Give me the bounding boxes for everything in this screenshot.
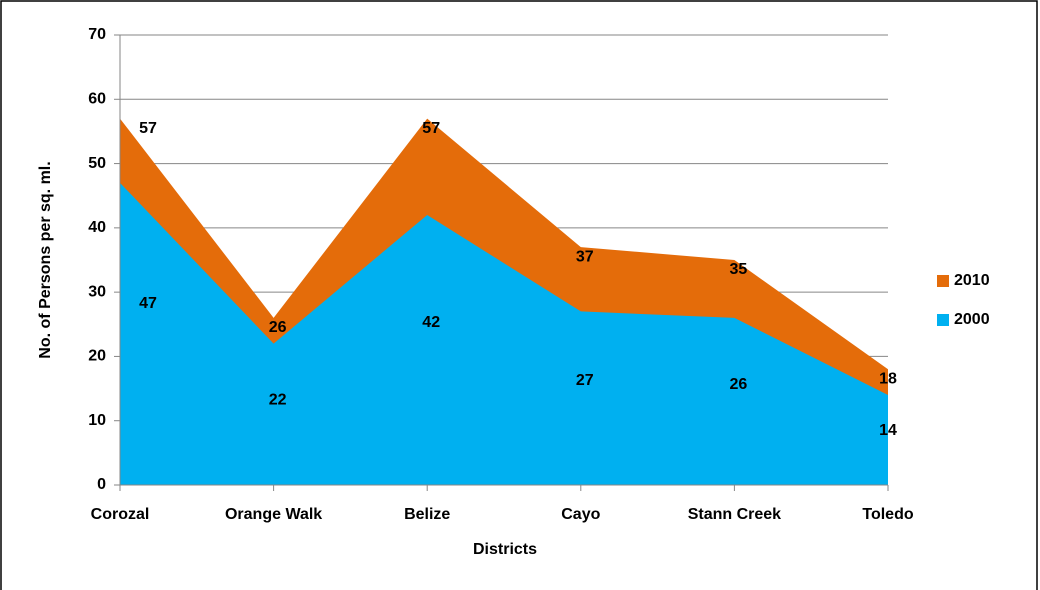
y-tick-label: 10 [88,412,106,429]
data-label: 22 [269,391,287,408]
data-label: 57 [422,120,440,137]
data-label: 57 [139,120,157,137]
x-tick-label: Stann Creek [688,506,781,523]
x-tick-label: Corozal [91,506,150,523]
x-tick-label: Toledo [862,506,913,523]
data-label: 26 [730,376,748,393]
area [120,182,888,485]
y-tick-label: 30 [88,283,106,300]
data-label: 47 [139,295,157,312]
x-axis-title: Districts [473,541,537,558]
data-label: 42 [422,314,440,331]
y-tick-label: 40 [88,219,106,236]
data-label: 27 [576,372,594,389]
data-label: 37 [576,248,594,265]
y-tick-label: 50 [88,155,106,172]
legend-swatch [937,275,949,287]
data-label: 14 [879,422,897,439]
data-label: 18 [879,371,897,388]
y-axis-title: No. of Persons per sq. ml. [37,161,54,358]
x-tick-label: Belize [404,506,450,523]
y-tick-label: 20 [88,348,106,365]
y-tick-label: 70 [88,26,106,43]
x-tick-label: Orange Walk [225,506,322,523]
y-tick-label: 0 [97,476,106,493]
data-label: 26 [269,319,287,336]
y-tick-label: 60 [88,91,106,108]
x-tick-label: Cayo [561,506,600,523]
legend-label: 2010 [954,272,990,289]
legend-label: 2000 [954,311,990,328]
data-label: 35 [730,261,748,278]
legend-swatch [937,314,949,326]
